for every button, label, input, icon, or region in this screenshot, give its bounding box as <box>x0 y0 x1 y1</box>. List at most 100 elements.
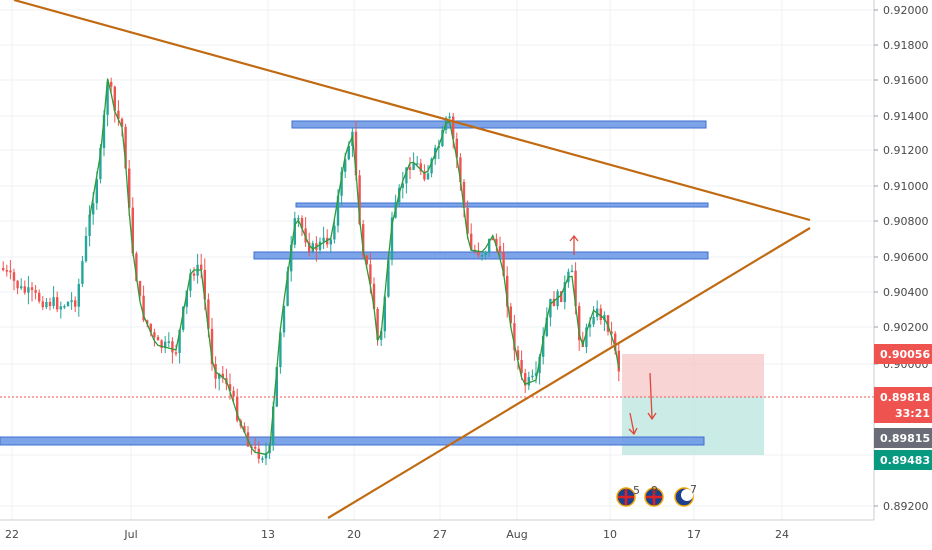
price-tick-label: 0.91200 <box>883 144 929 157</box>
candle-body <box>34 290 37 293</box>
candle-body <box>401 183 404 188</box>
bar-countdown-label: 33:21 <box>895 407 930 420</box>
candle-body <box>185 290 188 307</box>
candle-body <box>30 287 34 291</box>
arrow-up-icon <box>569 234 579 255</box>
candle-body <box>261 458 264 460</box>
candle-body <box>2 268 5 271</box>
candle-body <box>390 217 394 260</box>
candle-body <box>171 341 174 353</box>
candle-body <box>498 246 502 253</box>
candle-body <box>423 171 426 180</box>
candle-body <box>106 82 109 115</box>
event-badge-count: 9 <box>651 484 658 497</box>
candle-body <box>272 406 275 445</box>
candle-body <box>243 426 246 433</box>
candle-body <box>135 253 138 282</box>
candle-body <box>344 159 347 172</box>
candle-body <box>455 138 458 158</box>
candle-body <box>491 238 494 241</box>
candle-body <box>182 306 185 330</box>
candle-body <box>12 272 16 281</box>
candle-body <box>462 182 466 208</box>
candle-body <box>282 306 286 333</box>
candle-body <box>20 286 23 289</box>
time-tick-label: Jul <box>123 528 137 541</box>
candle-body <box>416 163 419 165</box>
event-badge-count: 7 <box>690 483 697 496</box>
event-badge-moon[interactable]: 7 <box>674 483 697 507</box>
candle-body <box>484 251 487 256</box>
take-profit-zone[interactable] <box>622 397 764 455</box>
candle-body <box>52 297 55 307</box>
descending-trendline[interactable] <box>13 0 811 222</box>
candle-body <box>84 236 88 262</box>
candle-body <box>617 350 620 372</box>
candle-body <box>380 331 383 340</box>
candle-body <box>146 320 149 324</box>
candle-body <box>470 233 473 250</box>
candle-body <box>160 340 163 349</box>
candle-body <box>585 327 588 347</box>
event-badge-uk-1[interactable]: 5 <box>616 484 640 507</box>
candle-body <box>45 301 48 308</box>
candle-body <box>88 214 91 237</box>
candle-body <box>74 300 77 307</box>
candle-body <box>578 306 581 341</box>
price-tick-label: 0.91400 <box>883 110 929 123</box>
event-badges[interactable]: 5 9 7 <box>616 483 697 507</box>
candle-body <box>228 384 232 391</box>
candle-body <box>372 283 376 309</box>
arrow-down-icon <box>647 372 657 421</box>
event-badge-uk-2[interactable]: 9 <box>644 484 664 507</box>
candle-body <box>329 239 332 245</box>
resistance-zone-top[interactable] <box>291 120 707 129</box>
support-zone-lower[interactable] <box>0 436 705 446</box>
candle-body <box>362 224 365 256</box>
candle-body <box>336 195 340 226</box>
candle-body <box>531 375 534 378</box>
candle-body <box>574 270 577 307</box>
candle-body <box>419 163 422 172</box>
price-axis-ticks: 0.92000 0.91800 0.91600 0.91400 0.91200 0.910… <box>874 4 929 513</box>
candle-body <box>340 171 343 196</box>
candle-body <box>513 323 516 351</box>
resistance-zone-middle[interactable] <box>295 202 709 208</box>
candle-body <box>502 252 505 276</box>
candle-body <box>156 337 160 341</box>
candle-body <box>318 241 322 251</box>
candle-body <box>506 275 509 307</box>
candle-body <box>358 175 361 225</box>
stop-loss-zone[interactable] <box>622 354 764 397</box>
candle-body <box>408 167 412 170</box>
time-axis-ticks: 22 Jul 13 20 27 Aug 10 17 24 <box>5 528 789 541</box>
candle-body <box>124 126 127 169</box>
candle-body <box>466 207 469 234</box>
candle-body <box>63 306 66 308</box>
candle-body <box>9 270 12 273</box>
candle-body <box>527 377 530 386</box>
candle-body <box>254 446 257 449</box>
candle-body <box>48 301 52 307</box>
candle-body <box>549 298 552 318</box>
stop-price-tag-label: 0.90056 <box>880 348 930 361</box>
candle-body <box>232 390 235 397</box>
price-tick-label: 0.91000 <box>883 180 929 193</box>
candle-body <box>441 129 444 147</box>
candle-body <box>610 331 613 334</box>
price-tick-label: 0.90400 <box>883 286 929 299</box>
ascending-trendline[interactable] <box>327 227 811 519</box>
candle-body <box>588 324 592 328</box>
candle-body <box>563 282 566 302</box>
candle-body <box>570 270 574 273</box>
candle-body <box>430 158 433 174</box>
candle-body <box>102 114 106 149</box>
candle-body <box>333 225 336 240</box>
candle-body <box>300 217 304 229</box>
time-axis[interactable] <box>0 520 874 550</box>
candle-body <box>534 373 538 376</box>
candle-body <box>412 163 415 170</box>
event-badge-count: 5 <box>633 484 640 497</box>
stop-price-tag: 0.90056 <box>874 344 932 364</box>
